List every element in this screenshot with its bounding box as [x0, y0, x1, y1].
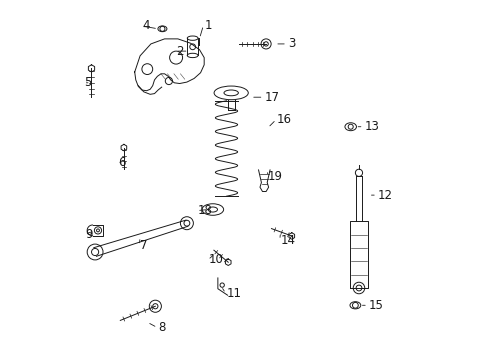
Text: 19: 19 [267, 170, 283, 183]
Text: 9: 9 [85, 228, 93, 240]
Text: 16: 16 [276, 113, 291, 126]
Text: 2: 2 [176, 45, 183, 58]
Text: 14: 14 [280, 234, 295, 247]
Text: 17: 17 [264, 91, 279, 104]
Text: 6: 6 [118, 156, 125, 169]
Text: 3: 3 [287, 37, 294, 50]
Text: 15: 15 [368, 299, 383, 312]
Text: 12: 12 [377, 189, 392, 202]
Text: 1: 1 [204, 19, 211, 32]
Text: 8: 8 [158, 321, 165, 334]
Text: 5: 5 [84, 76, 91, 89]
Text: 13: 13 [364, 120, 379, 133]
Text: 18: 18 [197, 204, 212, 217]
Text: 10: 10 [208, 253, 223, 266]
Text: 7: 7 [140, 239, 147, 252]
Text: 11: 11 [226, 287, 241, 300]
Text: 4: 4 [142, 19, 149, 32]
